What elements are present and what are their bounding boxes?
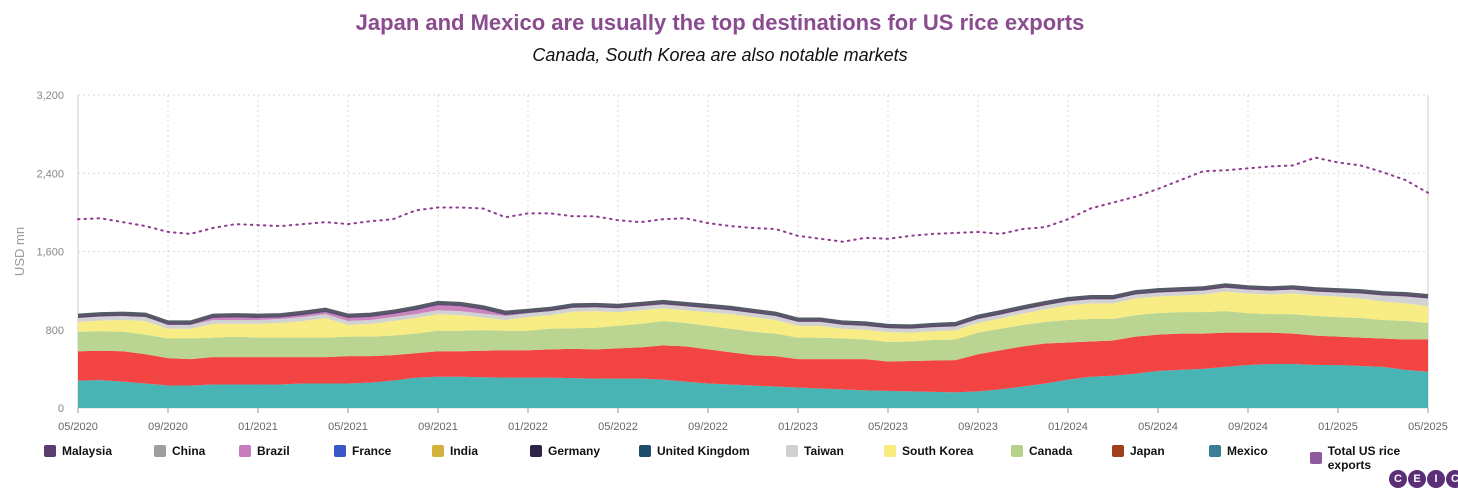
area-taiwan [78, 287, 1428, 333]
area-mexico [78, 363, 1428, 408]
legend-label: Taiwan [804, 444, 844, 458]
legend-label: Total US rice exports [1327, 444, 1401, 472]
x-tick-label: 05/2025 [1408, 421, 1448, 433]
legend-swatch [1011, 445, 1023, 457]
legend-swatch [239, 445, 251, 457]
x-tick-label: 05/2024 [1138, 421, 1178, 433]
logo-letter: I [1427, 470, 1445, 488]
legend-label: United Kingdom [657, 444, 750, 458]
stacked-area-chart: 0 800 1,600 2,400 3,200 05/2020 09/2020 01/2021… [12, 90, 1448, 433]
x-tick-label: 09/2022 [688, 421, 728, 433]
legend-item[interactable]: Total US rice exports [1310, 444, 1444, 472]
legend-swatch [1112, 445, 1124, 457]
legend-item[interactable]: United Kingdom [639, 444, 750, 458]
legend-swatch [884, 445, 896, 457]
legend-item[interactable]: Canada [1011, 444, 1072, 458]
x-tick-label: 09/2024 [1228, 421, 1268, 433]
legend-label: Mexico [1227, 444, 1268, 458]
legend-item[interactable]: Mexico [1209, 444, 1268, 458]
x-tick-label: 01/2024 [1048, 421, 1088, 433]
logo-letter: C [1446, 470, 1458, 488]
y-tick-label: 3,200 [36, 90, 64, 102]
x-tick-label: 01/2025 [1318, 421, 1358, 433]
legend-item[interactable]: Germany [530, 444, 600, 458]
legend-item[interactable]: Taiwan [786, 444, 844, 458]
legend-swatch [154, 445, 166, 457]
legend-item[interactable]: China [154, 444, 205, 458]
x-tick-label: 01/2021 [238, 421, 278, 433]
x-tick-label: 09/2021 [418, 421, 458, 433]
legend-label: France [352, 444, 392, 458]
legend-swatch [786, 445, 798, 457]
stack-top-edge [77, 283, 1429, 328]
legend-label: Malaysia [62, 444, 113, 458]
legend-label: Japan [1130, 444, 1165, 458]
legend-label: Brazil [257, 444, 290, 458]
y-axis-label: USD mn [12, 227, 27, 276]
x-tick-label: 05/2022 [598, 421, 638, 433]
legend-label: Canada [1029, 444, 1073, 458]
legend-label: India [450, 444, 479, 458]
legend-item[interactable]: Japan [1112, 444, 1165, 458]
chart-title: Japan and Mexico are usually the top des… [355, 10, 1085, 35]
y-tick-label: 0 [58, 403, 64, 415]
legend-item[interactable]: Malaysia [44, 444, 112, 458]
logo-letter: C [1389, 470, 1407, 488]
x-tick-label: 09/2023 [958, 421, 998, 433]
logo-letter: E [1408, 470, 1426, 488]
legend-swatch [1209, 445, 1221, 457]
legend-swatch [639, 445, 651, 457]
legend-label: Germany [548, 444, 601, 458]
y-tick-label: 1,600 [36, 247, 64, 259]
legend-swatch [530, 445, 542, 457]
x-tick-label: 05/2020 [58, 421, 98, 433]
x-tick-label: 05/2021 [328, 421, 368, 433]
legend-swatch [432, 445, 444, 457]
x-tick-label: 01/2022 [508, 421, 548, 433]
legend-swatch [334, 445, 346, 457]
x-tick-label: 01/2023 [778, 421, 818, 433]
legend-item[interactable]: France [334, 444, 391, 458]
legend-label: China [172, 444, 206, 458]
legend-item[interactable]: South Korea [884, 444, 973, 458]
legend-label: South Korea [902, 444, 974, 458]
legend-swatch [1310, 452, 1322, 464]
chart-subtitle: Canada, South Korea are also notable mar… [532, 45, 908, 65]
y-tick-label: 800 [46, 325, 64, 337]
area-canada [78, 311, 1428, 362]
legend-item[interactable]: India [432, 444, 478, 458]
x-tick-label: 05/2023 [868, 421, 908, 433]
chart-legend: Malaysia China Brazil France India Germany Uni… [44, 444, 1444, 472]
total-exports-line [77, 156, 1429, 243]
area-south-korea [78, 291, 1428, 342]
area-japan [78, 332, 1428, 393]
x-tick-label: 09/2020 [148, 421, 188, 433]
legend-item[interactable]: Brazil [239, 444, 290, 458]
legend-swatch [44, 445, 56, 457]
y-tick-label: 2,400 [36, 168, 64, 180]
